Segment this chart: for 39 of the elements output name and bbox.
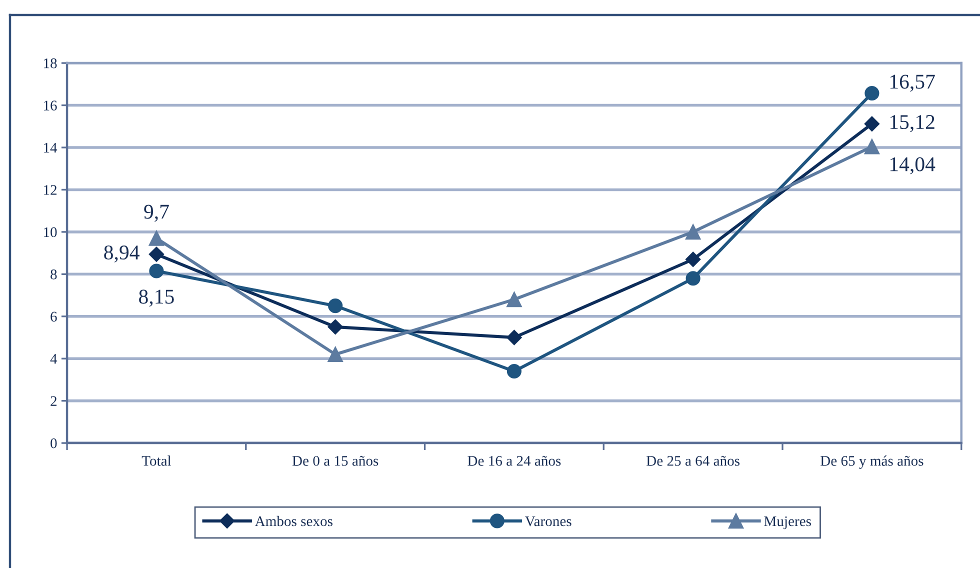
y-tick-label: 16 xyxy=(44,100,57,110)
data-label: 8,94 xyxy=(104,245,140,263)
point xyxy=(686,271,700,286)
point xyxy=(864,86,880,101)
point xyxy=(328,298,343,314)
y-tick-label: 0 xyxy=(50,438,57,448)
data-label: 16,57 xyxy=(890,74,935,92)
x-tick-label: De 25 a 64 años xyxy=(646,456,740,466)
point xyxy=(149,264,164,278)
x-tick-label: De 65 y más años xyxy=(820,456,924,469)
x-tick-label: De 16 a 24 años xyxy=(468,456,561,466)
data-label: 9,7 xyxy=(144,204,169,222)
data-label: 14,04 xyxy=(890,157,936,174)
point xyxy=(148,230,164,246)
point xyxy=(506,292,522,308)
y-tick-label: 10 xyxy=(44,227,57,238)
point xyxy=(686,252,701,267)
point xyxy=(328,319,343,334)
x-tick-label: De 0 a 15 años xyxy=(292,456,378,466)
y-tick-label: 6 xyxy=(50,312,57,322)
point xyxy=(864,139,880,154)
y-tick-label: 8 xyxy=(50,270,57,280)
y-tick-label: 4 xyxy=(50,354,58,364)
point xyxy=(864,116,880,132)
y-tick-label: 2 xyxy=(50,396,57,406)
legend-label: Ambos sexos xyxy=(254,516,332,526)
point xyxy=(506,330,522,346)
point xyxy=(328,346,343,362)
y-tick-label: 14 xyxy=(44,142,58,153)
legend-label: Varones xyxy=(525,516,572,526)
point xyxy=(506,364,522,379)
y-tick-label: 12 xyxy=(44,185,57,195)
point xyxy=(148,246,164,262)
point xyxy=(685,224,701,240)
y-tick-label: 18 xyxy=(44,58,57,68)
data-label: 15,12 xyxy=(890,115,934,132)
x-tick-label: Total xyxy=(142,456,172,466)
data-label: 8,15 xyxy=(139,290,174,307)
legend-label: Mujeres xyxy=(764,516,811,530)
